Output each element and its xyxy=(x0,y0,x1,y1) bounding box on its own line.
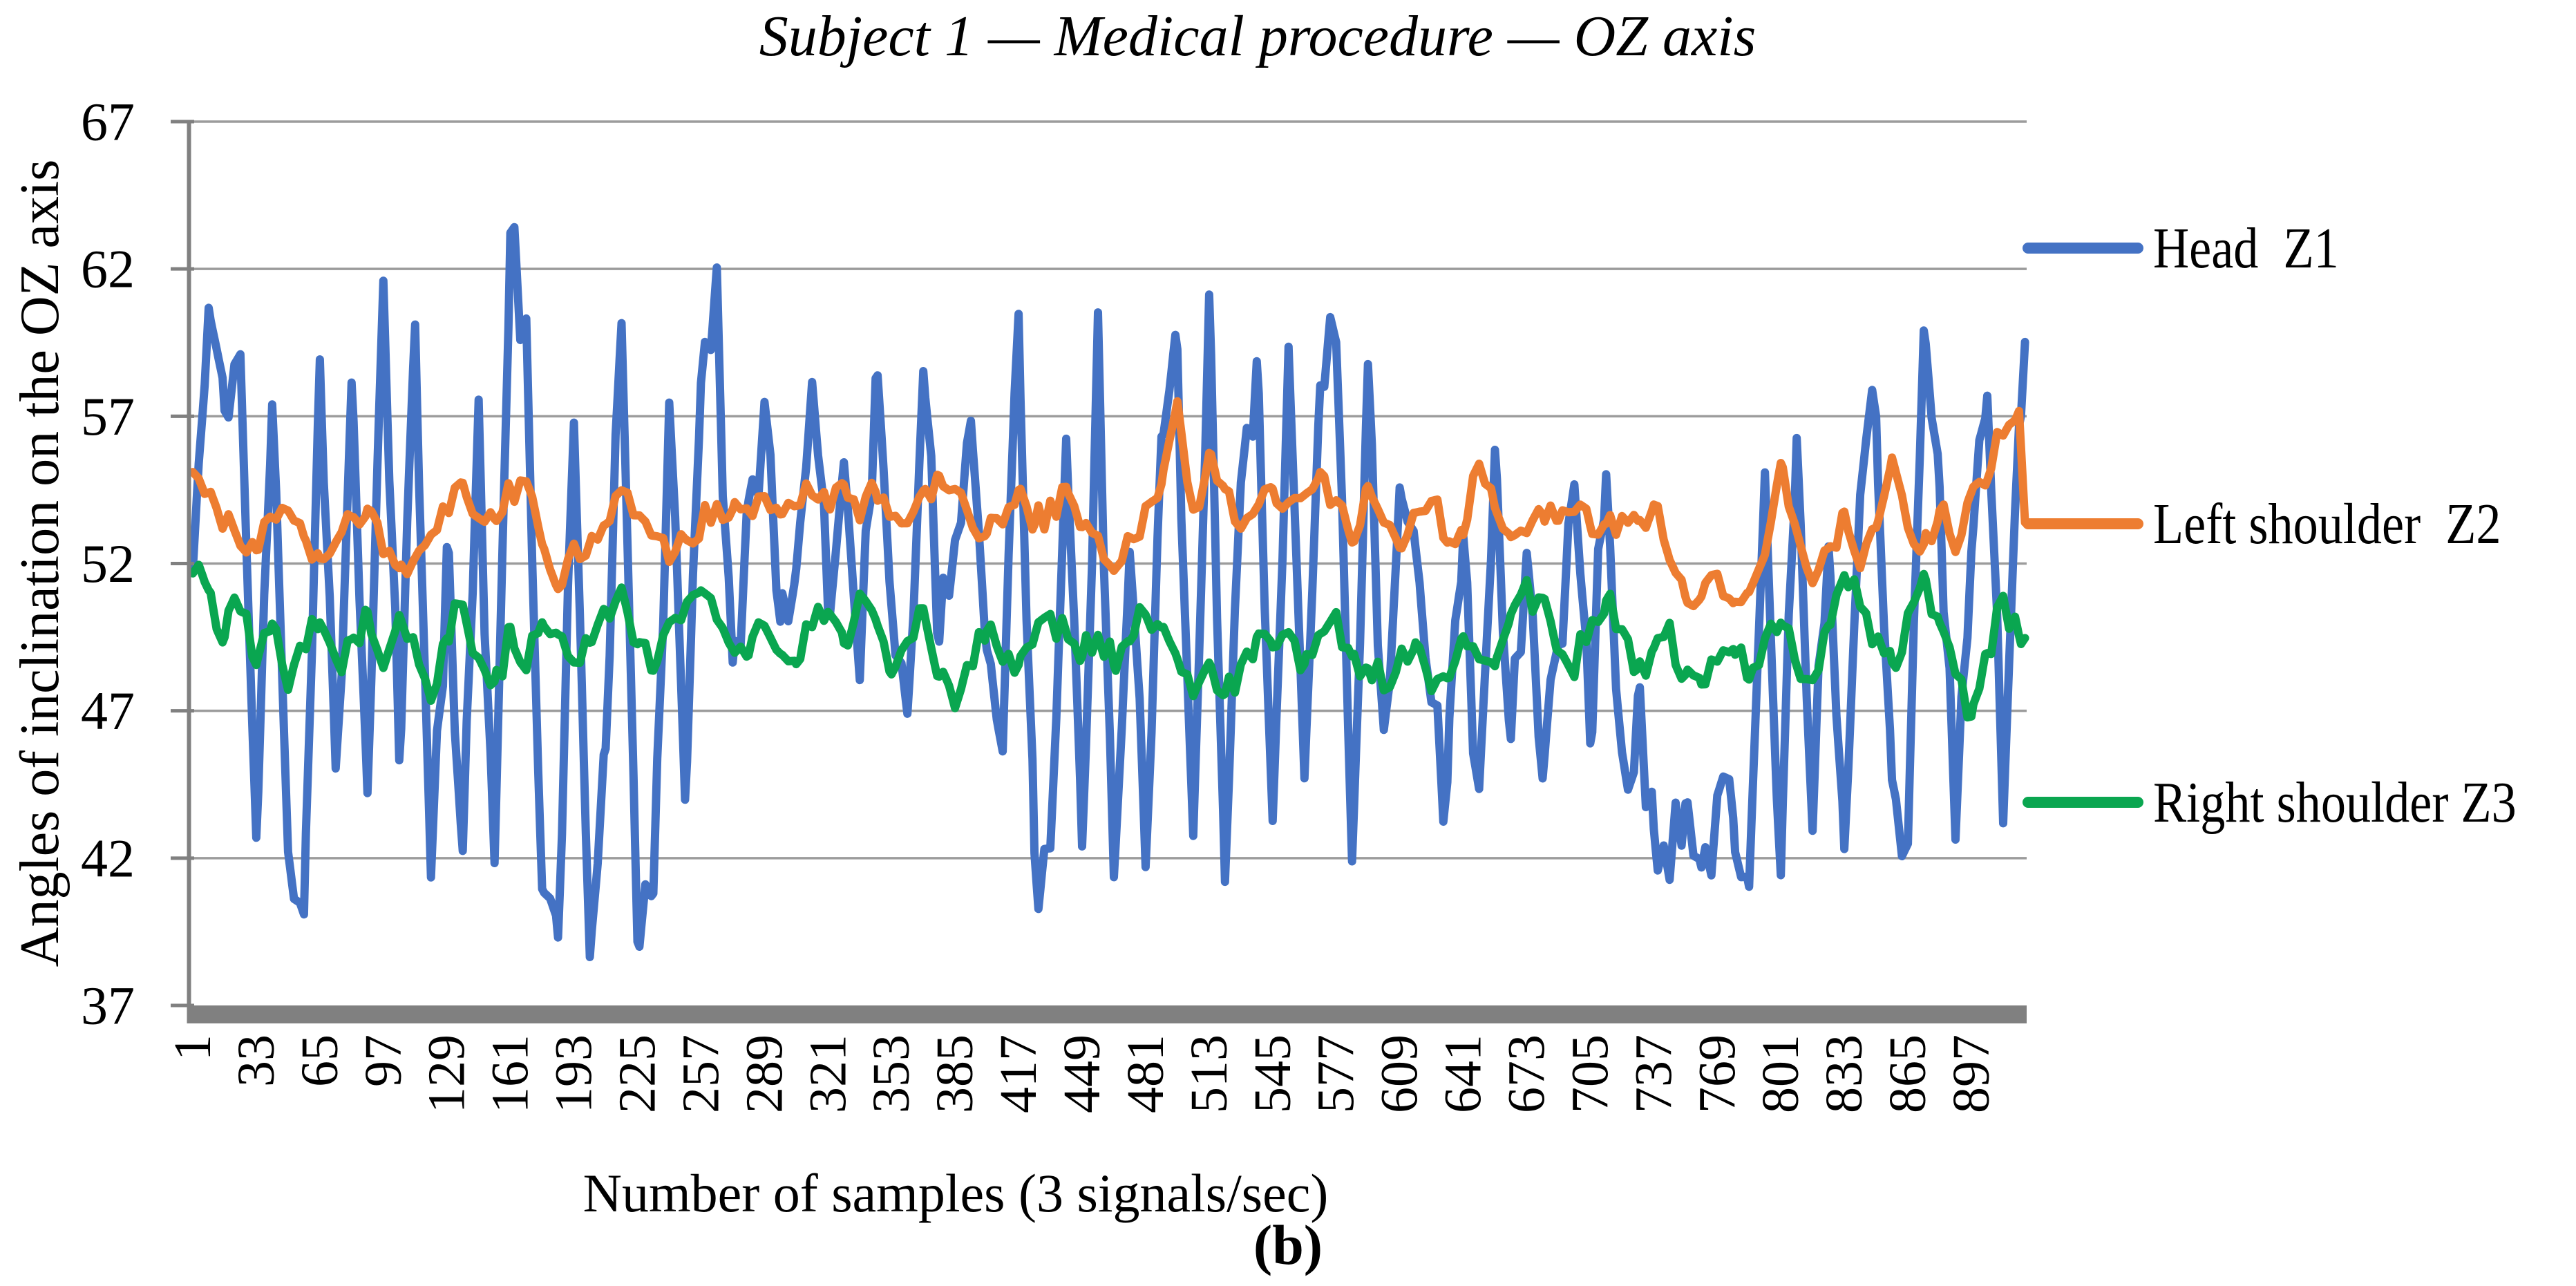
figure-caption: (b) xyxy=(1253,1213,1323,1276)
chart-title: Subject 1 — Medical procedure — OZ axis xyxy=(759,4,1756,68)
x-tick-label: 577 xyxy=(1307,1034,1365,1113)
x-tick-label: 289 xyxy=(735,1034,793,1113)
x-tick-label: 737 xyxy=(1625,1034,1683,1113)
x-tick-label: 417 xyxy=(989,1034,1048,1113)
x-tick-label: 1 xyxy=(164,1034,222,1061)
x-tick-label: 353 xyxy=(862,1034,920,1113)
x-tick-label: 481 xyxy=(1117,1034,1175,1113)
y-tick-label: 67 xyxy=(81,92,135,152)
y-tick-label: 47 xyxy=(81,681,135,741)
legend-label: Right shoulder Z3 xyxy=(2153,770,2517,835)
x-tick-label: 705 xyxy=(1561,1034,1619,1113)
x-axis-title: Number of samples (3 signals/sec) xyxy=(583,1163,1329,1223)
series-line-1 xyxy=(189,397,2029,611)
axes xyxy=(171,120,2027,1023)
x-tick-label: 449 xyxy=(1053,1034,1111,1113)
y-tick-label: 37 xyxy=(81,976,135,1036)
head-z1-line-swatch xyxy=(2023,243,2143,254)
legend-item-head-z1: Head Z1 xyxy=(2023,200,2369,296)
x-tick-label: 33 xyxy=(227,1034,285,1087)
x-axis-bar xyxy=(189,1005,2027,1023)
series-line-2 xyxy=(189,560,2029,722)
y-tick-label: 62 xyxy=(81,239,135,299)
x-tick-label: 641 xyxy=(1434,1034,1493,1113)
y-tick-label: 42 xyxy=(81,828,135,888)
x-tick-label: 97 xyxy=(354,1034,413,1087)
x-tick-label: 321 xyxy=(799,1034,857,1113)
series-line-0 xyxy=(189,223,2029,961)
x-tick-label: 897 xyxy=(1942,1034,2000,1113)
y-tick-label: 52 xyxy=(81,533,135,594)
x-tick-label: 385 xyxy=(926,1034,984,1113)
y-axis-title: Angles of inclination on the OZ axis xyxy=(10,160,70,967)
x-tick-label: 545 xyxy=(1244,1034,1302,1113)
x-tick-label: 513 xyxy=(1180,1034,1238,1113)
x-tick-label: 193 xyxy=(545,1034,603,1113)
legend-label: Left shoulder Z2 xyxy=(2153,491,2501,556)
x-tick-label: 161 xyxy=(482,1034,540,1113)
y-tick-label: 57 xyxy=(81,386,135,446)
legend-label: Head Z1 xyxy=(2153,216,2339,281)
x-tick-label: 801 xyxy=(1752,1034,1810,1113)
legend-item-right-shoulder-z3: Right shoulder Z3 xyxy=(2023,754,2575,851)
data-series xyxy=(189,223,2029,961)
x-tick-label: 129 xyxy=(418,1034,476,1113)
x-tick-label: 769 xyxy=(1688,1034,1746,1113)
left-shoulder-z2-line-swatch xyxy=(2023,518,2143,529)
right-shoulder-z3-line-swatch xyxy=(2023,797,2143,808)
x-tick-label: 833 xyxy=(1815,1034,1873,1113)
x-tick-label: 865 xyxy=(1879,1034,1937,1113)
legend-item-left-shoulder-z2: Left shoulder Z2 xyxy=(2023,475,2558,572)
x-tick-label: 225 xyxy=(609,1034,667,1113)
x-tick-label: 257 xyxy=(672,1034,730,1113)
x-tick-label: 609 xyxy=(1371,1034,1429,1113)
x-tick-label: 673 xyxy=(1498,1034,1556,1113)
x-tick-label: 65 xyxy=(291,1034,349,1087)
